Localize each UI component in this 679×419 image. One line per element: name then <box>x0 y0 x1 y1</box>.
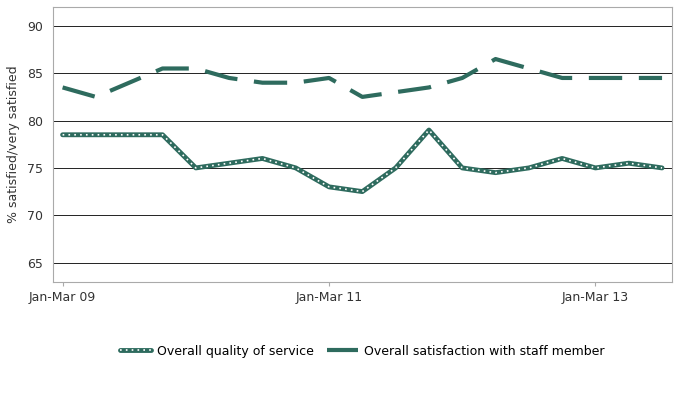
Y-axis label: % satisfied/very satisfied: % satisfied/very satisfied <box>7 65 20 223</box>
Legend: Overall quality of service, Overall satisfaction with staff member: Overall quality of service, Overall sati… <box>115 340 610 363</box>
